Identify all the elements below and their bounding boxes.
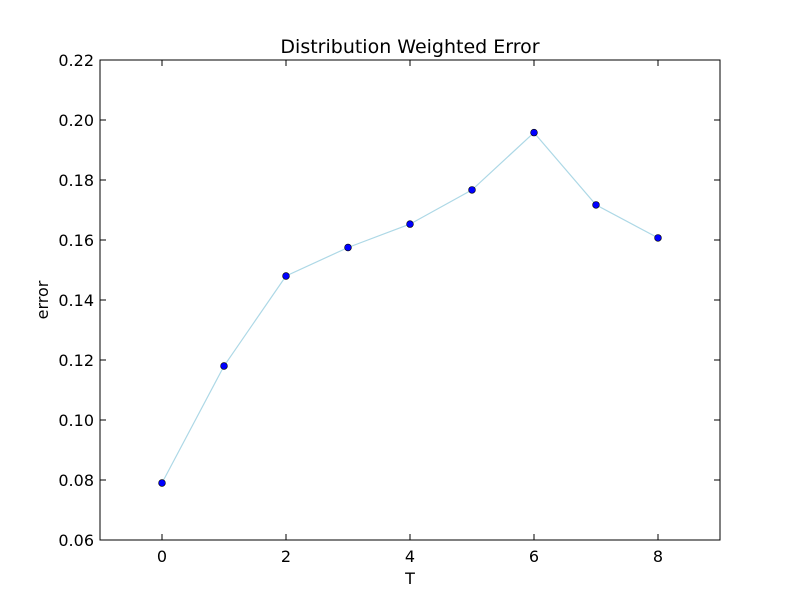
y-tick-label: 0.12 — [58, 351, 94, 370]
y-tick-label: 0.14 — [58, 291, 94, 310]
plot-layer — [158, 128, 662, 487]
y-tick-label: 0.08 — [58, 471, 94, 490]
data-point — [220, 362, 228, 370]
data-point — [530, 128, 538, 137]
x-tick-label: 2 — [281, 547, 291, 566]
data-point — [592, 201, 600, 209]
y-tick-label: 0.20 — [58, 111, 94, 130]
data-point — [344, 243, 352, 252]
x-axis-label: T — [404, 569, 415, 588]
data-point — [282, 272, 290, 280]
x-tick-label: 0 — [157, 547, 167, 566]
x-tick-label: 8 — [653, 547, 663, 566]
y-tick-label: 0.10 — [58, 411, 94, 430]
x-tick-label: 6 — [529, 547, 539, 566]
data-point — [158, 479, 166, 487]
chart-title: Distribution Weighted Error — [280, 36, 539, 58]
plot-frame — [99, 59, 721, 541]
data-point — [468, 186, 476, 194]
y-tick-label: 0.18 — [58, 171, 94, 190]
tick-layer: 0 2 4 6 8 0.06 0.08 0.10 0.12 0.14 0.16 0.18 0.20 0.2… — [58, 51, 720, 566]
y-tick-label: 0.22 — [58, 51, 94, 70]
y-axis-label: error — [33, 280, 52, 319]
x-tick-label: 4 — [405, 547, 415, 566]
data-point — [406, 220, 414, 228]
y-tick-label: 0.06 — [58, 531, 94, 550]
y-tick-label: 0.16 — [58, 231, 94, 250]
data-point — [654, 234, 662, 242]
series-line — [161, 131, 659, 484]
